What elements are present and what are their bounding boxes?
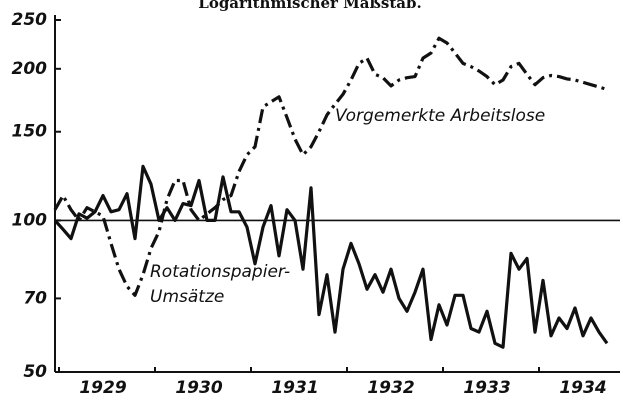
x-tick-label: 1933 <box>463 378 510 398</box>
x-tick-label: 1931 <box>271 378 318 398</box>
series-line <box>53 36 608 297</box>
y-tick-label: 50 <box>23 362 47 382</box>
x-tick-label: 1932 <box>367 378 414 398</box>
x-tick-label: 1929 <box>79 378 126 398</box>
y-tick-label: 250 <box>12 10 48 30</box>
y-tick-label: 200 <box>12 59 48 79</box>
y-tick-label: 150 <box>12 122 48 142</box>
series-label: Umsätze <box>150 287 224 307</box>
x-tick-label: 1930 <box>175 378 222 398</box>
series-line <box>53 164 609 349</box>
y-tick-label: 70 <box>23 288 47 308</box>
series-label: Rotationspapier- <box>150 262 290 282</box>
x-tick-label: 1934 <box>559 378 606 398</box>
chart-title: Logarithmischer Maßstab. <box>198 0 421 12</box>
y-tick-label: 100 <box>12 210 48 230</box>
series-label: Vorgemerkte Arbeitslose <box>335 106 545 126</box>
